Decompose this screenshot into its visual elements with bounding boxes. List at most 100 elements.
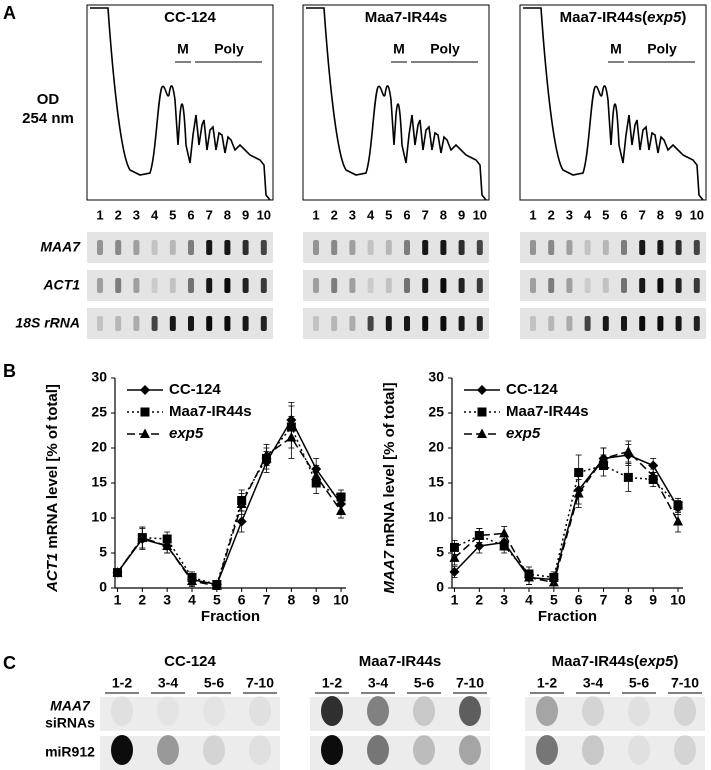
- blot-band: [621, 316, 627, 331]
- blot-band: [440, 316, 447, 331]
- monosome-label: M: [610, 41, 622, 57]
- blot-spot: [582, 735, 604, 765]
- blot-band: [115, 240, 122, 255]
- od-label: OD: [37, 91, 60, 108]
- blot-band: [476, 316, 483, 331]
- legend-marker: [477, 385, 487, 395]
- fraction-label: 9: [458, 207, 465, 222]
- blot-band: [188, 316, 194, 331]
- blot-spot: [111, 735, 133, 765]
- blot-band: [675, 240, 682, 255]
- blot: [303, 308, 489, 339]
- fraction-label: 3: [133, 207, 140, 222]
- blot-label: MAA7: [40, 239, 81, 255]
- polysome-label: Poly: [214, 41, 244, 57]
- fraction-label: 3: [349, 207, 356, 222]
- blot-spot: [582, 696, 604, 726]
- fraction-label: 1: [529, 207, 536, 222]
- blot-spot: [459, 735, 481, 765]
- blot-band: [331, 316, 338, 331]
- x-tick-label: 5: [550, 592, 558, 608]
- marker: [648, 470, 659, 480]
- marker: [187, 575, 197, 585]
- sample-title-part: Maa7-IR44s: [359, 653, 442, 670]
- x-axis-label: Fraction: [538, 608, 597, 625]
- blot: [87, 232, 273, 263]
- blot-band: [657, 316, 664, 331]
- x-axis-label: Fraction: [201, 608, 260, 625]
- panel-letter: B: [3, 361, 16, 381]
- blot-spot: [203, 735, 225, 765]
- x-tick-label: 8: [287, 592, 295, 608]
- polysome-label: Poly: [647, 41, 677, 57]
- sample-title-part: CC-124: [164, 653, 216, 670]
- legend-marker: [140, 407, 150, 417]
- marker: [648, 460, 659, 471]
- blot-band: [458, 240, 465, 255]
- x-tick-label: 3: [500, 592, 508, 608]
- blot-spot: [628, 735, 650, 765]
- blot-band: [404, 240, 410, 255]
- marker: [574, 468, 584, 477]
- blot-band: [385, 278, 392, 293]
- lane-label: 7-10: [671, 675, 699, 691]
- marker: [286, 432, 297, 442]
- blot-band: [188, 240, 194, 255]
- fraction-label: 2: [115, 207, 122, 222]
- marker: [162, 540, 173, 550]
- fraction-label: 5: [385, 207, 392, 222]
- marker: [548, 576, 559, 587]
- blot-spot: [157, 735, 179, 765]
- blot-band: [476, 240, 483, 255]
- blot-band: [133, 316, 140, 331]
- marker: [474, 541, 485, 551]
- blot-spot: [674, 735, 696, 765]
- marker: [573, 488, 584, 498]
- blot-band: [404, 278, 410, 293]
- blot-band: [639, 278, 646, 293]
- blot-band: [260, 240, 267, 255]
- profile-box: [86, 4, 274, 201]
- blot-band: [476, 278, 483, 293]
- fraction-label: 3: [566, 207, 573, 222]
- y-tick-label: 10: [91, 509, 107, 525]
- blot-band: [693, 316, 700, 331]
- blot-band: [657, 240, 664, 255]
- blot-band: [224, 278, 231, 293]
- fraction-label: 4: [584, 207, 592, 222]
- blot-band: [367, 316, 374, 331]
- y-tick-label: 5: [99, 544, 107, 560]
- blot-band: [566, 278, 573, 293]
- marker: [261, 449, 272, 459]
- blot-band: [404, 316, 410, 331]
- blot-band: [331, 240, 338, 255]
- blot-band: [385, 240, 392, 255]
- blot: [520, 308, 706, 339]
- series-line: [453, 454, 679, 581]
- lane-label: 1-2: [112, 675, 132, 691]
- legend-label: CC-124: [169, 381, 221, 398]
- marker: [673, 500, 683, 510]
- row-label: siRNAs: [45, 715, 95, 731]
- y-tick-label: 10: [428, 509, 444, 525]
- fraction-label: 2: [548, 207, 555, 222]
- marker: [112, 567, 123, 577]
- blot-spot: [111, 696, 133, 726]
- marker: [598, 453, 609, 463]
- blot-spot: [536, 696, 558, 726]
- x-tick-label: 2: [138, 592, 146, 608]
- x-tick-label: 10: [333, 592, 349, 608]
- blot-band: [169, 278, 176, 293]
- od-label: 254 nm: [22, 110, 74, 127]
- legend-marker: [477, 428, 487, 438]
- blot-band: [206, 278, 213, 293]
- y-tick-label: 30: [91, 369, 107, 385]
- blot-band: [639, 316, 646, 331]
- marker: [449, 542, 459, 552]
- blot-spot: [367, 735, 389, 765]
- legend-label: exp5: [506, 425, 541, 442]
- lane-label: 5-6: [204, 675, 224, 691]
- marker: [336, 505, 347, 515]
- x-tick-label: 8: [624, 592, 632, 608]
